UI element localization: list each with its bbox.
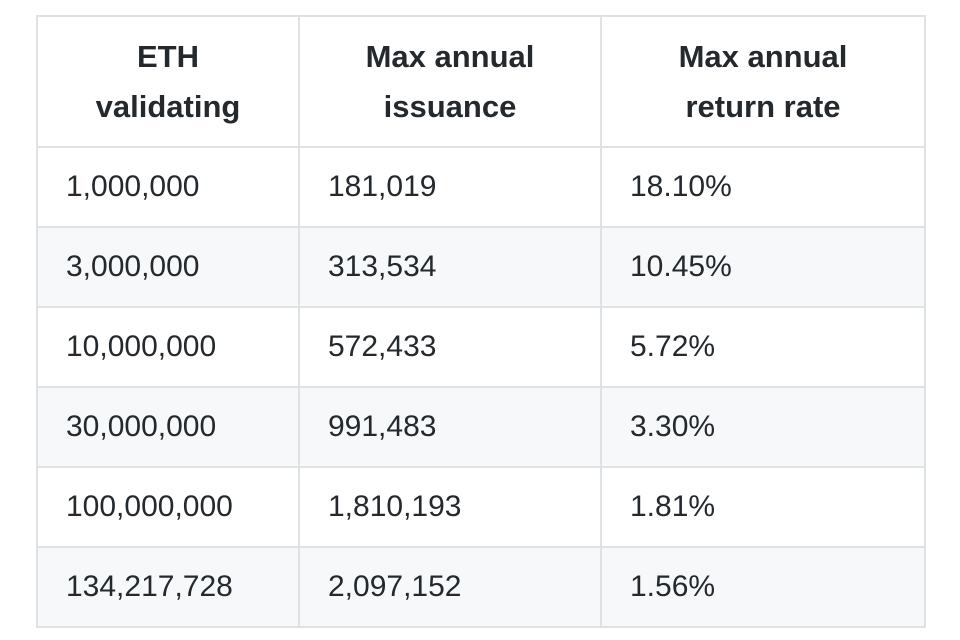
- cell-eth-validating: 1,000,000: [36, 146, 300, 228]
- header-eth-validating: ETH validating: [36, 15, 300, 148]
- cell-max-annual-issuance: 181,019: [298, 146, 602, 228]
- header-line: Max annual: [678, 38, 848, 74]
- cell-max-annual-return-rate: 18.10%: [600, 146, 926, 228]
- table-row: 100,000,000 1,810,193 1.81%: [36, 466, 926, 548]
- table-row: 1,000,000 181,019 18.10%: [36, 146, 926, 228]
- issuance-table: ETH validating Max annual issuance Max a…: [36, 15, 926, 628]
- header-line: ETH: [137, 38, 199, 74]
- header-line: return rate: [685, 88, 841, 124]
- cell-max-annual-issuance: 313,534: [298, 226, 602, 308]
- table-header: ETH validating Max annual issuance Max a…: [36, 15, 926, 148]
- cell-max-annual-issuance: 572,433: [298, 306, 602, 388]
- header-line: Max annual: [365, 38, 535, 74]
- table-row: 134,217,728 2,097,152 1.56%: [36, 546, 926, 628]
- cell-eth-validating: 30,000,000: [36, 386, 300, 468]
- cell-max-annual-issuance: 2,097,152: [298, 546, 602, 628]
- cell-eth-validating: 100,000,000: [36, 466, 300, 548]
- cell-max-annual-issuance: 1,810,193: [298, 466, 602, 548]
- cell-max-annual-issuance: 991,483: [298, 386, 602, 468]
- cell-eth-validating: 3,000,000: [36, 226, 300, 308]
- cell-eth-validating: 10,000,000: [36, 306, 300, 388]
- header-max-annual-return-rate: Max annual return rate: [600, 15, 926, 148]
- table-body: 1,000,000 181,019 18.10% 3,000,000 313,5…: [36, 146, 926, 628]
- table-row: 10,000,000 572,433 5.72%: [36, 306, 926, 388]
- header-row: ETH validating Max annual issuance Max a…: [36, 15, 926, 148]
- issuance-table-container: ETH validating Max annual issuance Max a…: [36, 15, 926, 630]
- cell-max-annual-return-rate: 3.30%: [600, 386, 926, 468]
- cell-max-annual-return-rate: 1.81%: [600, 466, 926, 548]
- table-row: 3,000,000 313,534 10.45%: [36, 226, 926, 308]
- cell-eth-validating: 134,217,728: [36, 546, 300, 628]
- table-row: 30,000,000 991,483 3.30%: [36, 386, 926, 468]
- cell-max-annual-return-rate: 5.72%: [600, 306, 926, 388]
- cell-max-annual-return-rate: 10.45%: [600, 226, 926, 308]
- header-line: issuance: [383, 88, 517, 124]
- cell-max-annual-return-rate: 1.56%: [600, 546, 926, 628]
- header-line: validating: [95, 88, 241, 124]
- header-max-annual-issuance: Max annual issuance: [298, 15, 602, 148]
